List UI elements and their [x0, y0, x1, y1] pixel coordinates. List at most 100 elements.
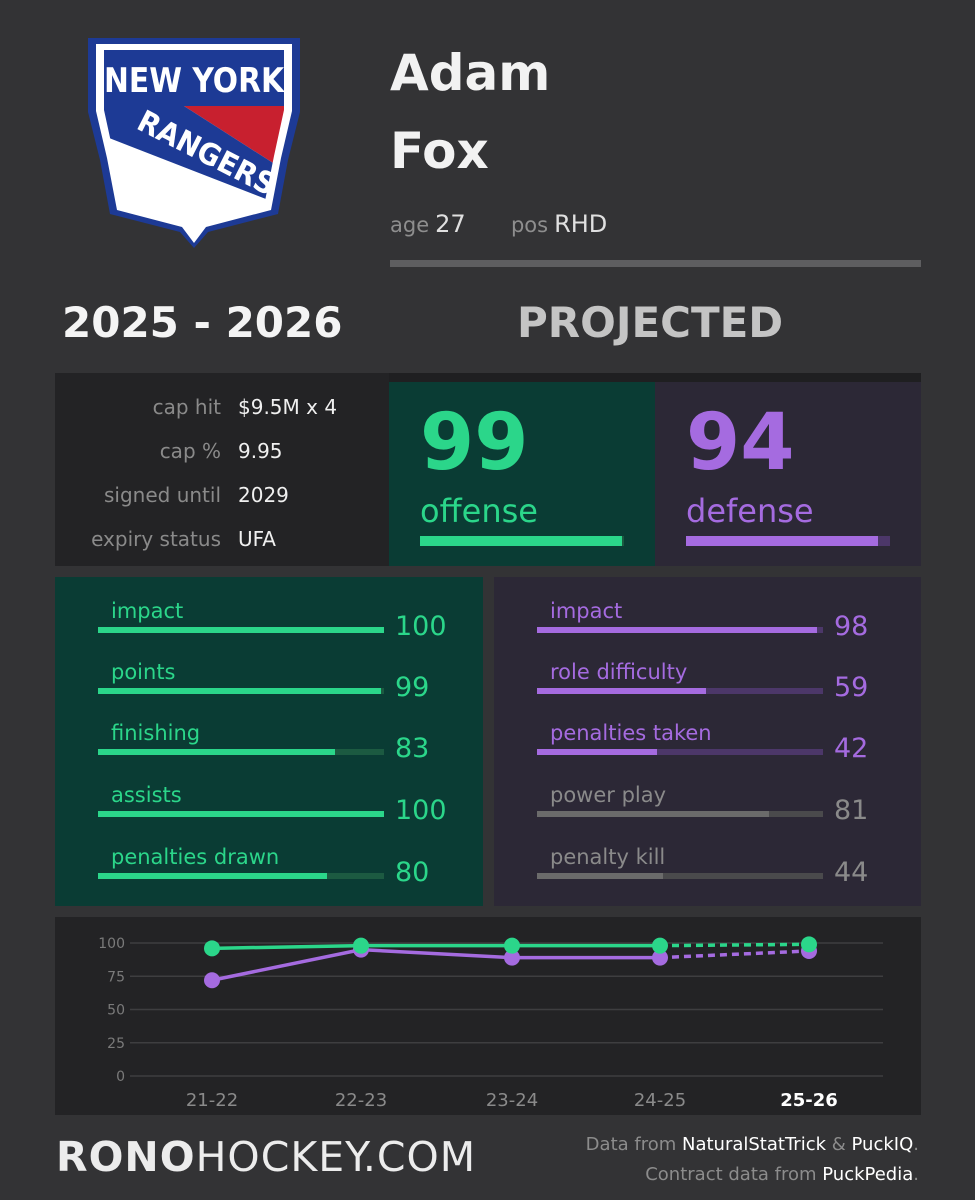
series-projection-line [659, 949, 810, 960]
credit-end: . [913, 1134, 919, 1155]
defense-score-box: 94 defense [655, 382, 921, 566]
x-tick-label: 21-22 [186, 1090, 238, 1111]
player-last-name: Fox [390, 122, 489, 180]
stat-label: power play [550, 783, 667, 807]
stat-label: impact [111, 599, 184, 623]
credit-puckpedia[interactable]: PuckPedia [822, 1164, 914, 1185]
y-tick-label: 75 [107, 969, 125, 985]
stat-value: 99 [395, 672, 430, 703]
y-tick-label: 100 [98, 936, 125, 952]
contract-credit-prefix: Contract data from [645, 1164, 823, 1185]
x-tick-label: 23-24 [486, 1090, 538, 1111]
data-point [353, 937, 369, 954]
stat-value: 100 [395, 611, 447, 642]
data-point [801, 936, 817, 953]
contract-row: expiry status UFA [55, 527, 389, 557]
stat-track [98, 688, 384, 694]
contract-panel: cap hit $9.5M x 4 cap % 9.95 signed until 202… [55, 373, 389, 566]
offense-score: 99 [420, 398, 529, 488]
stat-row: finishing 83 [55, 723, 483, 783]
contract-value: $9.5M x 4 [238, 395, 338, 419]
data-credit: Data from NaturalStatTrick & PuckIQ. [586, 1136, 919, 1154]
stat-track [537, 873, 823, 879]
offense-score-box: 99 offense [389, 382, 655, 566]
data-point [504, 937, 520, 954]
stat-label: impact [550, 599, 623, 623]
defense-score-bar [686, 536, 878, 546]
stat-value: 100 [395, 795, 447, 826]
y-tick-label: 50 [107, 1003, 125, 1019]
series-line [211, 947, 660, 982]
y-tick-label: 0 [116, 1069, 125, 1085]
contract-row: signed until 2029 [55, 483, 389, 513]
stat-row: points 99 [55, 662, 483, 722]
stat-bar [537, 873, 663, 879]
position-label: pos [510, 213, 549, 237]
credit-puckiq[interactable]: PuckIQ [851, 1134, 914, 1155]
data-point [652, 937, 668, 954]
y-tick-label: 25 [107, 1036, 125, 1052]
header-divider [390, 260, 921, 267]
projected-title: PROJECTED [517, 298, 784, 347]
contract-label: expiry status [91, 527, 221, 551]
stat-row: assists 100 [55, 785, 483, 845]
stat-bar [98, 749, 336, 755]
contract-credit-end: . [913, 1164, 919, 1185]
defense-score-track [686, 536, 890, 546]
contract-value: 9.95 [238, 439, 283, 463]
contract-label: cap % [159, 439, 221, 463]
stat-value: 59 [834, 672, 869, 703]
contract-label: cap hit [152, 395, 221, 419]
offense-score-bar [420, 536, 622, 546]
stat-label: points [111, 660, 176, 684]
season-title: 2025 - 2026 [62, 298, 343, 347]
x-tick-label: 24-25 [634, 1090, 686, 1111]
stat-track [537, 627, 823, 633]
stat-label: finishing [111, 721, 201, 745]
contract-value: 2029 [238, 483, 289, 507]
player-meta: age 27 pos RHD [390, 210, 607, 238]
stat-value: 80 [395, 857, 430, 888]
logo-top-text: NEW YORK [104, 61, 285, 101]
age-label: age [390, 213, 430, 237]
contract-row: cap % 9.95 [55, 439, 389, 469]
stat-row: penalties taken 42 [494, 723, 921, 783]
stat-row: power play 81 [494, 785, 921, 845]
stat-row: impact 100 [55, 601, 483, 661]
stat-bar [98, 627, 384, 633]
stat-label: penalty kill [550, 845, 666, 869]
credit-naturalstattrick[interactable]: NaturalStatTrick [681, 1134, 827, 1155]
x-tick-label: 25-26 [780, 1090, 838, 1111]
data-point [652, 949, 668, 966]
age-value: 27 [435, 210, 466, 238]
stat-bar [98, 811, 384, 817]
credit-amp: & [826, 1134, 852, 1155]
credit-prefix: Data from [585, 1134, 682, 1155]
history-chart: 0 25 50 75 100 21-22 22-23 23-24 24-25 25-26 [98, 936, 883, 1111]
position-value: RHD [554, 210, 608, 238]
data-point [504, 949, 520, 966]
offense-detail-panel: impact 100 points 99 finishing 83 assists 100 pe… [55, 577, 483, 906]
contract-credit: Contract data from PuckPedia. [645, 1166, 919, 1184]
stat-track [98, 749, 384, 755]
stat-track [98, 627, 384, 633]
contract-label: signed until [103, 483, 221, 507]
defense-score-label: defense [686, 492, 814, 530]
series-projection-line [659, 942, 810, 948]
defense-score: 94 [686, 398, 795, 488]
stat-track [98, 873, 384, 879]
stat-label: penalties drawn [111, 845, 280, 869]
brand-wordmark: RONOHOCKEY.COM [56, 1137, 476, 1178]
chart-background [55, 917, 921, 1115]
stat-bar [98, 688, 382, 694]
stat-value: 42 [834, 733, 869, 764]
stat-bar [537, 749, 658, 755]
stat-track [537, 688, 823, 694]
player-first-name: Adam [390, 44, 551, 102]
stat-bar [537, 811, 769, 817]
contract-row: cap hit $9.5M x 4 [55, 395, 389, 425]
stat-track [98, 811, 384, 817]
stat-value: 83 [395, 733, 430, 764]
rangers-logo: NEW YORK RANGERS [88, 38, 300, 248]
brand-rest: HOCKEY.COM [195, 1133, 477, 1181]
